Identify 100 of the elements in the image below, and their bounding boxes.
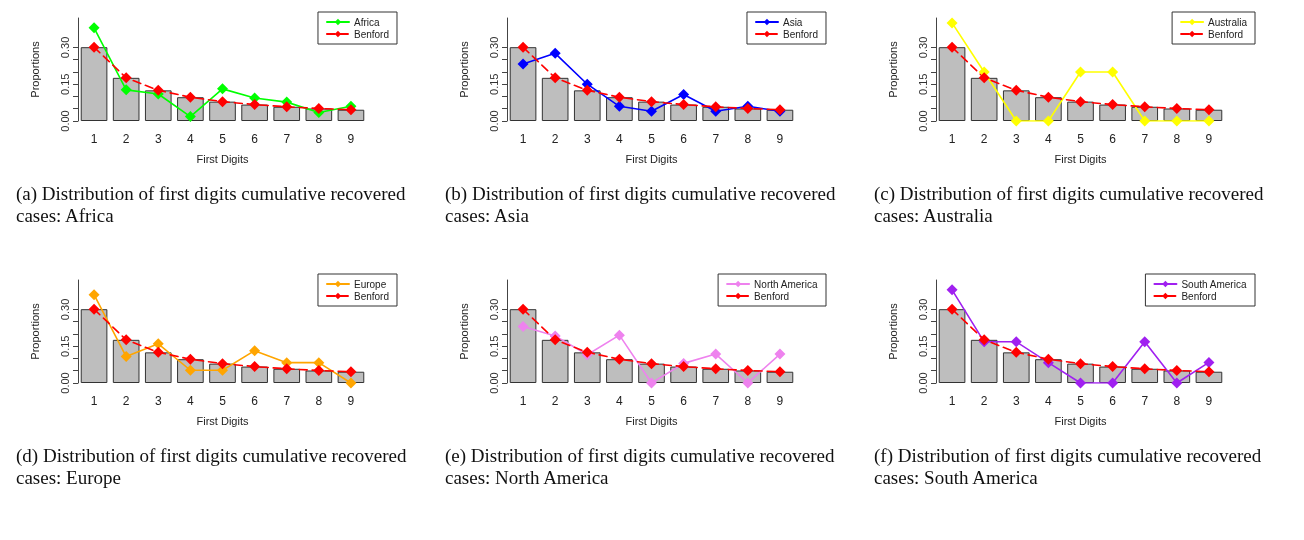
point [88,22,100,34]
point [678,361,690,373]
y-tick-label: 0.00 [916,110,929,132]
x-tick-label: 3 [154,132,162,146]
point [678,89,690,101]
point [978,72,990,84]
x-tick-label: 6 [680,132,688,146]
y-tick-label: 0.00 [487,372,500,394]
legend-label: Benford [1208,28,1244,40]
bar [573,90,601,121]
legend-label: Europe [353,278,387,290]
point [345,104,357,116]
point [1139,101,1151,113]
point [88,41,100,53]
text: (a) Distribution of first digits cumulative recovered cases: Africa [16,183,407,227]
point [120,72,132,84]
x-tick-label: 9 [347,394,355,408]
legend-label: North America [754,278,818,290]
point [517,58,529,70]
bar [209,101,236,121]
point [1171,364,1183,376]
bar [541,339,569,383]
x-tick-label: 4 [1045,394,1053,408]
x-tick-label: 3 [1012,394,1020,408]
x-tick-label: 2 [122,394,130,408]
x-tick-label: 3 [583,132,591,146]
y-tick-label: 0.15 [58,73,71,95]
point [946,41,958,53]
point [613,91,625,103]
x-tick-label: 1 [948,132,956,146]
text: (c) Distribution of first digits cumulative recovered cases: Australia [874,183,1265,227]
x-tick-label: 5 [648,132,656,146]
y-tick-label: 0.15 [58,335,71,357]
point [249,99,261,111]
point [646,96,657,108]
y-tick-label: 0.00 [58,372,71,394]
bar [80,47,108,121]
x-tick-label: 9 [1205,394,1213,408]
point [1075,66,1086,78]
point [281,363,293,375]
point [1139,363,1151,375]
x-tick-label: 8 [744,132,752,146]
point [1203,356,1215,368]
point [678,99,690,111]
x-tick-label: 6 [680,394,688,408]
y-tick-label: 0.30 [916,298,929,321]
y-tick-label: 0.15 [916,73,929,95]
point [217,358,228,370]
x-tick-label: 2 [980,394,988,408]
x-axis-title: First Digits [625,414,678,427]
point [1075,96,1086,108]
y-axis-title: Proportions [886,40,899,98]
point [1139,336,1151,348]
point [345,366,357,378]
y-axis-title: Proportions [28,302,41,360]
x-tick-label: 8 [744,394,752,408]
point [1107,66,1119,78]
point [517,41,529,53]
x-tick-label: 8 [315,132,323,146]
point [549,72,561,84]
bar [273,368,301,383]
point [88,289,100,301]
x-tick-label: 6 [1109,132,1117,146]
x-tick-label: 8 [1173,132,1181,146]
legend-label: Asia [782,16,803,28]
x-tick-label: 7 [1141,132,1149,146]
bar [1067,101,1094,121]
point [1042,115,1054,127]
point [152,84,164,96]
point [1171,102,1183,114]
point [1010,115,1022,127]
y-tick-label: 0.00 [487,110,500,132]
point [1107,99,1119,111]
point [774,366,786,378]
point [946,17,958,29]
point [1203,366,1215,378]
x-tick-label: 5 [1077,394,1085,408]
point [742,377,754,389]
bar [573,352,601,383]
bar [970,77,998,121]
x-tick-label: 1 [519,394,527,408]
y-axis-title: Proportions [28,40,41,98]
x-tick-label: 5 [219,394,227,408]
point [646,358,657,370]
bar [970,339,998,383]
point [1010,336,1022,348]
x-tick-label: 6 [251,394,259,408]
bar [144,352,172,383]
y-tick-label: 0.00 [916,372,929,394]
x-tick-label: 2 [551,132,559,146]
x-tick-label: 5 [1077,132,1085,146]
point [774,348,786,360]
point [517,321,529,333]
legend-label: Africa [353,16,380,28]
bar [541,77,569,121]
y-tick-label: 0.30 [487,36,500,59]
point [1171,115,1183,127]
x-tick-label: 7 [712,132,720,146]
bar [938,47,966,121]
x-tick-label: 7 [712,394,720,408]
